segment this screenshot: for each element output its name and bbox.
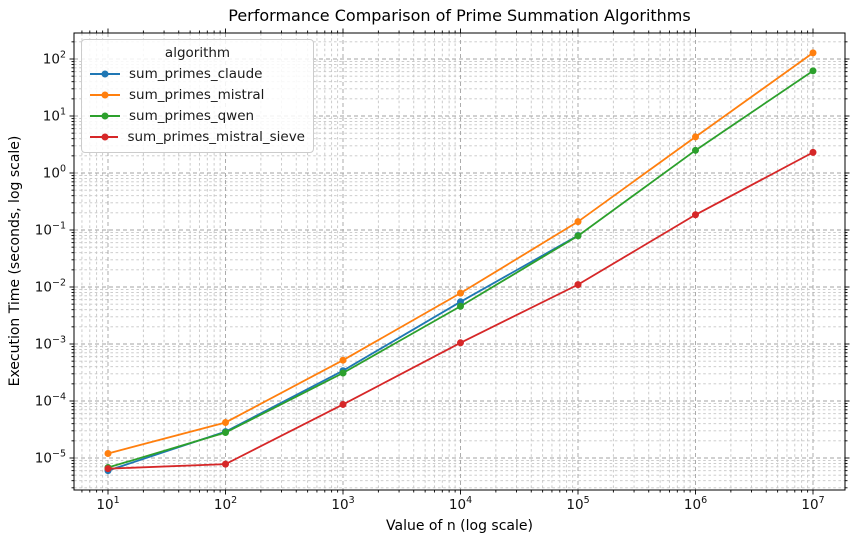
series-sum_primes_claude: [104, 232, 582, 475]
legend-marker: [90, 112, 120, 119]
legend-marker: [90, 70, 120, 77]
legend-marker-dot: [101, 70, 109, 77]
legend-item-label: sum_primes_claude: [129, 65, 263, 82]
data-point: [692, 146, 699, 154]
legend-item-label: sum_primes_qwen: [129, 107, 255, 124]
legend-marker-dot: [101, 133, 109, 140]
legend-marker-dot: [101, 112, 109, 119]
data-point: [457, 289, 464, 297]
x-tick-label: 102: [214, 495, 237, 513]
legend-item-label: sum_primes_mistral_sieve: [127, 128, 305, 145]
y-tick-label: 10−5: [35, 449, 66, 467]
legend: algorithm sum_primes_claude sum_primes_mi…: [81, 39, 314, 153]
y-tick-label: 101: [43, 107, 66, 125]
y-tick-label: 10−3: [35, 335, 66, 353]
data-point: [809, 67, 817, 75]
y-tick-label: 10−4: [35, 392, 66, 410]
legend-item: sum_primes_mistral_sieve: [90, 126, 305, 147]
data-point: [339, 356, 347, 364]
data-point: [692, 133, 699, 141]
y-tick-label: 102: [43, 50, 66, 68]
legend-item: sum_primes_claude: [90, 63, 305, 84]
data-point: [339, 400, 347, 408]
data-point: [104, 449, 112, 457]
legend-marker: [90, 91, 120, 98]
tick-labels: 101 102 103 104 105 106 107 102 101 100 10−1 10−2 10…: [35, 50, 825, 514]
series-sum_primes_mistral: [104, 49, 817, 457]
x-tick-label: 105: [566, 495, 589, 513]
data-point: [574, 281, 582, 289]
x-tick-label: 106: [684, 495, 707, 513]
y-tick-label: 10−2: [35, 278, 66, 296]
x-tick-label: 104: [449, 495, 472, 513]
data-point: [104, 465, 112, 473]
data-point: [574, 232, 582, 240]
legend-item-label: sum_primes_mistral: [129, 86, 265, 103]
data-point: [809, 49, 817, 57]
data-point: [222, 429, 229, 437]
data-point: [574, 218, 582, 226]
data-point: [692, 211, 699, 219]
chart-title: Performance Comparison of Prime Summatio…: [228, 6, 691, 25]
axis-ticks: [69, 28, 850, 495]
x-tick-label: 103: [331, 495, 354, 513]
y-axis-label: Execution Time (seconds, log scale): [7, 135, 23, 387]
data-point: [809, 148, 817, 156]
x-axis-label: Value of n (log scale): [386, 518, 533, 534]
plot-border: [73, 32, 846, 491]
legend-marker: [90, 133, 119, 140]
data-point: [339, 369, 347, 377]
legend-item: sum_primes_mistral: [90, 84, 305, 105]
legend-marker-dot: [101, 91, 109, 98]
data-point: [457, 339, 464, 347]
data-point: [222, 418, 229, 426]
minor-gridlines: [74, 33, 845, 490]
legend-item: sum_primes_qwen: [90, 105, 305, 126]
data-point: [457, 302, 464, 310]
y-tick-label: 10−1: [35, 221, 66, 239]
x-tick-label: 101: [96, 495, 119, 513]
data-point: [222, 460, 229, 468]
legend-items: sum_primes_claude sum_primes_mistral sum_p…: [90, 63, 305, 147]
x-tick-label: 107: [801, 495, 824, 513]
y-tick-label: 100: [43, 164, 66, 182]
legend-title: algorithm: [164, 45, 231, 61]
series-sum_primes_mistral_sieve: [104, 148, 817, 473]
